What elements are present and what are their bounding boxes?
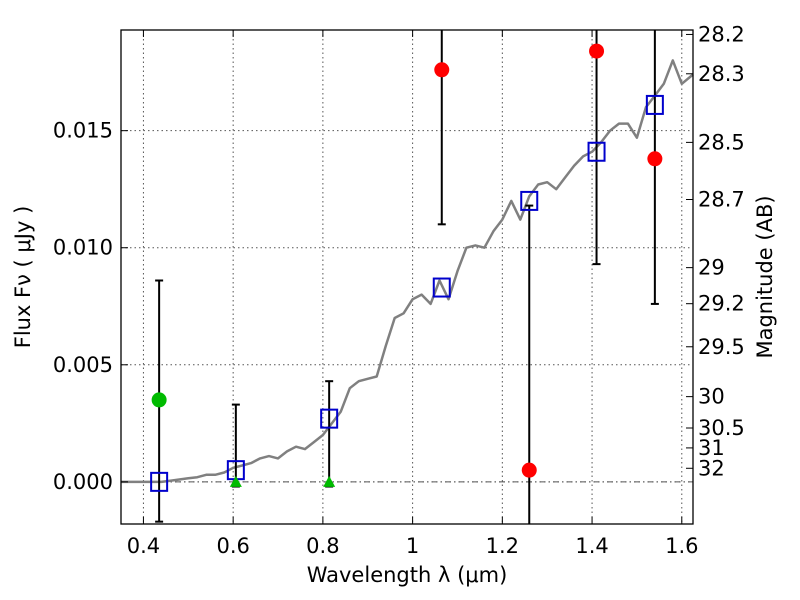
y-tick-label: 0.000 xyxy=(53,470,113,494)
errorbar-layer xyxy=(155,30,659,524)
magnitude-tick-label: 29.5 xyxy=(698,335,745,359)
y-axis-label: Flux Fν ( μJy ) xyxy=(11,206,35,349)
magnitude-tick-label: 30.5 xyxy=(698,416,745,440)
y-axis-right-label: Magnitude (AB) xyxy=(753,195,777,358)
magnitude-tick-label: 28.2 xyxy=(698,22,745,46)
magnitude-tick-label: 28.3 xyxy=(698,62,745,86)
model-flux-square xyxy=(150,471,169,492)
model-flux-square xyxy=(587,141,606,162)
spectrum-layer xyxy=(121,59,694,484)
model-flux-square xyxy=(432,277,451,298)
marker-layer xyxy=(150,43,664,492)
model-flux-square xyxy=(320,408,339,429)
magnitude-tick-label: 29.2 xyxy=(698,292,745,316)
flux-point xyxy=(589,43,605,59)
x-tick-label: 1.6 xyxy=(665,534,698,558)
x-axis-label: Wavelength λ (μm) xyxy=(307,563,508,587)
flux-point xyxy=(434,62,450,78)
spectrum-line xyxy=(121,59,694,484)
x-tick-label: 1 xyxy=(406,534,419,558)
model-flux-square xyxy=(645,94,664,115)
x-tick-label: 0.8 xyxy=(306,534,339,558)
flux-point xyxy=(151,392,167,408)
x-tick-label: 0.6 xyxy=(216,534,249,558)
magnitude-tick-label: 32 xyxy=(698,456,725,480)
grid-layer xyxy=(121,30,693,524)
x-tick-label: 0.4 xyxy=(127,534,160,558)
y-tick-label: 0.005 xyxy=(53,353,113,377)
magnitude-tick-label: 29 xyxy=(698,256,725,280)
upper-limit-triangle xyxy=(229,475,242,487)
magnitude-tick-label: 28.7 xyxy=(698,188,745,212)
y-tick-label: 0.015 xyxy=(53,119,113,143)
flux-point xyxy=(521,462,537,478)
magnitude-tick-label: 28.5 xyxy=(698,130,745,154)
tick-layer: 0.4 0.6 0.8 1 1.2 1.4 1.6 0.000 0.005 0.010 0.015 2… xyxy=(53,22,745,558)
magnitude-tick-label: 31 xyxy=(698,436,725,460)
flux-point xyxy=(647,151,663,167)
model-flux-square xyxy=(520,190,539,211)
magnitude-tick-label: 30 xyxy=(698,385,725,409)
upper-limit-triangle xyxy=(323,475,336,487)
x-tick-label: 1.4 xyxy=(575,534,608,558)
plot-frame xyxy=(120,29,694,525)
y-tick-label: 0.010 xyxy=(53,236,113,260)
x-tick-label: 1.2 xyxy=(486,534,519,558)
